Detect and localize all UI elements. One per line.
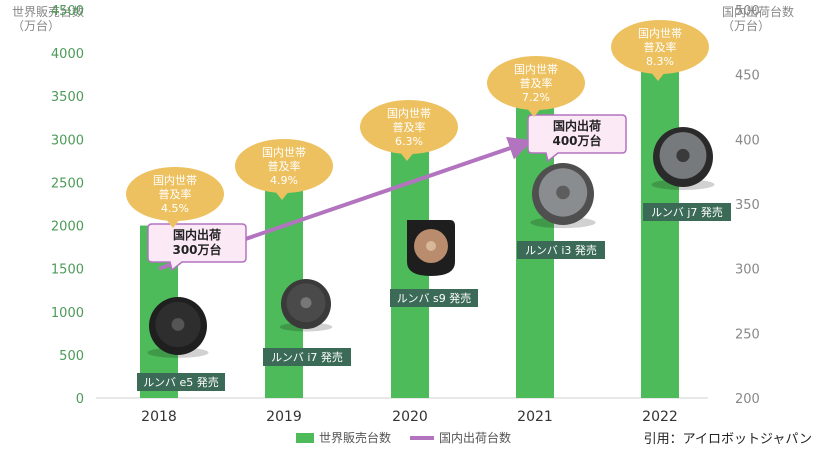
shipment-label: 国内出荷 bbox=[173, 227, 221, 242]
callout-ellipse bbox=[360, 100, 458, 154]
callout-label: 普及率 bbox=[268, 159, 301, 173]
y-left-tick-label: 3500 bbox=[51, 90, 84, 105]
shipment-label: 国内出荷 bbox=[553, 118, 601, 133]
callout-label: 国内世帯 bbox=[387, 106, 431, 120]
callout-ellipse bbox=[126, 167, 224, 221]
robot-button bbox=[556, 185, 570, 200]
y-left-tick-label: 1000 bbox=[51, 306, 84, 321]
callout-label: 普及率 bbox=[520, 76, 553, 90]
y-right-tick-label: 250 bbox=[735, 327, 760, 342]
callout-label: 国内世帯 bbox=[262, 145, 306, 159]
callout-label: 7.2% bbox=[522, 91, 550, 104]
y-right-tick-label: 350 bbox=[735, 198, 760, 213]
product-label: ルンバ i7 発売 bbox=[271, 350, 343, 364]
callout-label: 4.9% bbox=[270, 174, 298, 187]
callout-tail bbox=[274, 190, 290, 200]
legend-swatch-line bbox=[410, 436, 434, 440]
robot-button bbox=[171, 318, 185, 331]
robot-button bbox=[300, 297, 312, 309]
robot-button bbox=[676, 148, 690, 163]
callout-label: 普及率 bbox=[393, 120, 426, 134]
shipment-label: 300万台 bbox=[172, 242, 221, 257]
callout-label: 普及率 bbox=[644, 40, 677, 54]
y-left-tick-label: 4500 bbox=[51, 4, 84, 19]
y-right-tick-label: 400 bbox=[735, 133, 760, 148]
y-right-tick-label: 500 bbox=[735, 4, 760, 19]
legend: 世界販売台数 国内出荷台数 bbox=[296, 430, 511, 445]
callout-tail bbox=[526, 107, 542, 117]
product-label-box bbox=[263, 348, 351, 366]
y-left-tick-label: 0 bbox=[76, 392, 84, 407]
roomba-j7-icon bbox=[651, 127, 715, 191]
callout-label: 4.5% bbox=[161, 202, 189, 215]
source-note: 引用：アイロボットジャパン bbox=[644, 432, 812, 447]
y-right-title: （万台） bbox=[722, 18, 770, 33]
product-label-box bbox=[643, 203, 731, 221]
y-left-tick-label: 2500 bbox=[51, 176, 84, 191]
callout-tail bbox=[399, 151, 415, 161]
product-label: ルンバ s9 発売 bbox=[397, 291, 472, 305]
y-left-title: 世界販売台数 bbox=[12, 4, 84, 19]
y-right-tick-label: 200 bbox=[735, 392, 760, 407]
callout-label: 国内世帯 bbox=[514, 62, 558, 76]
roomba-i3-icon bbox=[530, 163, 596, 229]
robot-button bbox=[426, 241, 436, 251]
y-right-tick-label: 450 bbox=[735, 69, 760, 84]
y-left-tick-label: 500 bbox=[59, 349, 84, 364]
y-left-title: （万台） bbox=[12, 18, 60, 33]
callout-label: 普及率 bbox=[159, 187, 192, 201]
product-label: ルンバ j7 発売 bbox=[651, 205, 723, 219]
roomba-i7-icon bbox=[279, 279, 333, 332]
legend-label: 世界販売台数 bbox=[319, 430, 391, 445]
shipment-label: 400万台 bbox=[552, 133, 601, 148]
product-label: ルンバ i3 発売 bbox=[525, 243, 597, 257]
x-tick-label: 2021 bbox=[517, 409, 553, 425]
speech-box bbox=[147, 223, 247, 272]
product-label: ルンバ e5 発売 bbox=[143, 375, 219, 389]
y-right-title: 国内出荷台数 bbox=[722, 4, 794, 19]
callout-ellipse bbox=[487, 56, 585, 110]
y-left-tick-label: 1500 bbox=[51, 263, 84, 278]
x-tick-label: 2020 bbox=[392, 409, 428, 425]
roomba-e5-icon bbox=[147, 297, 209, 358]
speech-box bbox=[527, 114, 627, 163]
legend-label: 国内出荷台数 bbox=[439, 430, 511, 445]
roomba-s9-icon bbox=[407, 220, 455, 276]
product-label-box bbox=[517, 241, 605, 259]
callout-label: 8.3% bbox=[646, 55, 674, 68]
y-left-tick-label: 3000 bbox=[51, 133, 84, 148]
x-tick-label: 2018 bbox=[141, 409, 177, 425]
y-left-tick-label: 2000 bbox=[51, 220, 84, 235]
callout-tail bbox=[165, 218, 181, 228]
product-label-box bbox=[390, 289, 478, 307]
bar bbox=[641, 53, 679, 398]
callout-label: 6.3% bbox=[395, 135, 423, 148]
x-tick-label: 2019 bbox=[266, 409, 302, 425]
callout-ellipse bbox=[611, 20, 709, 74]
y-left-tick-label: 4000 bbox=[51, 47, 84, 62]
legend-swatch-bar bbox=[296, 433, 314, 443]
callout-label: 国内世帯 bbox=[638, 26, 682, 40]
callout-label: 国内世帯 bbox=[153, 173, 197, 187]
callout-tail bbox=[650, 71, 666, 81]
product-label-box bbox=[137, 373, 225, 391]
y-right-tick-label: 300 bbox=[735, 263, 760, 278]
callout-ellipse bbox=[235, 139, 333, 193]
x-tick-label: 2022 bbox=[642, 409, 678, 425]
